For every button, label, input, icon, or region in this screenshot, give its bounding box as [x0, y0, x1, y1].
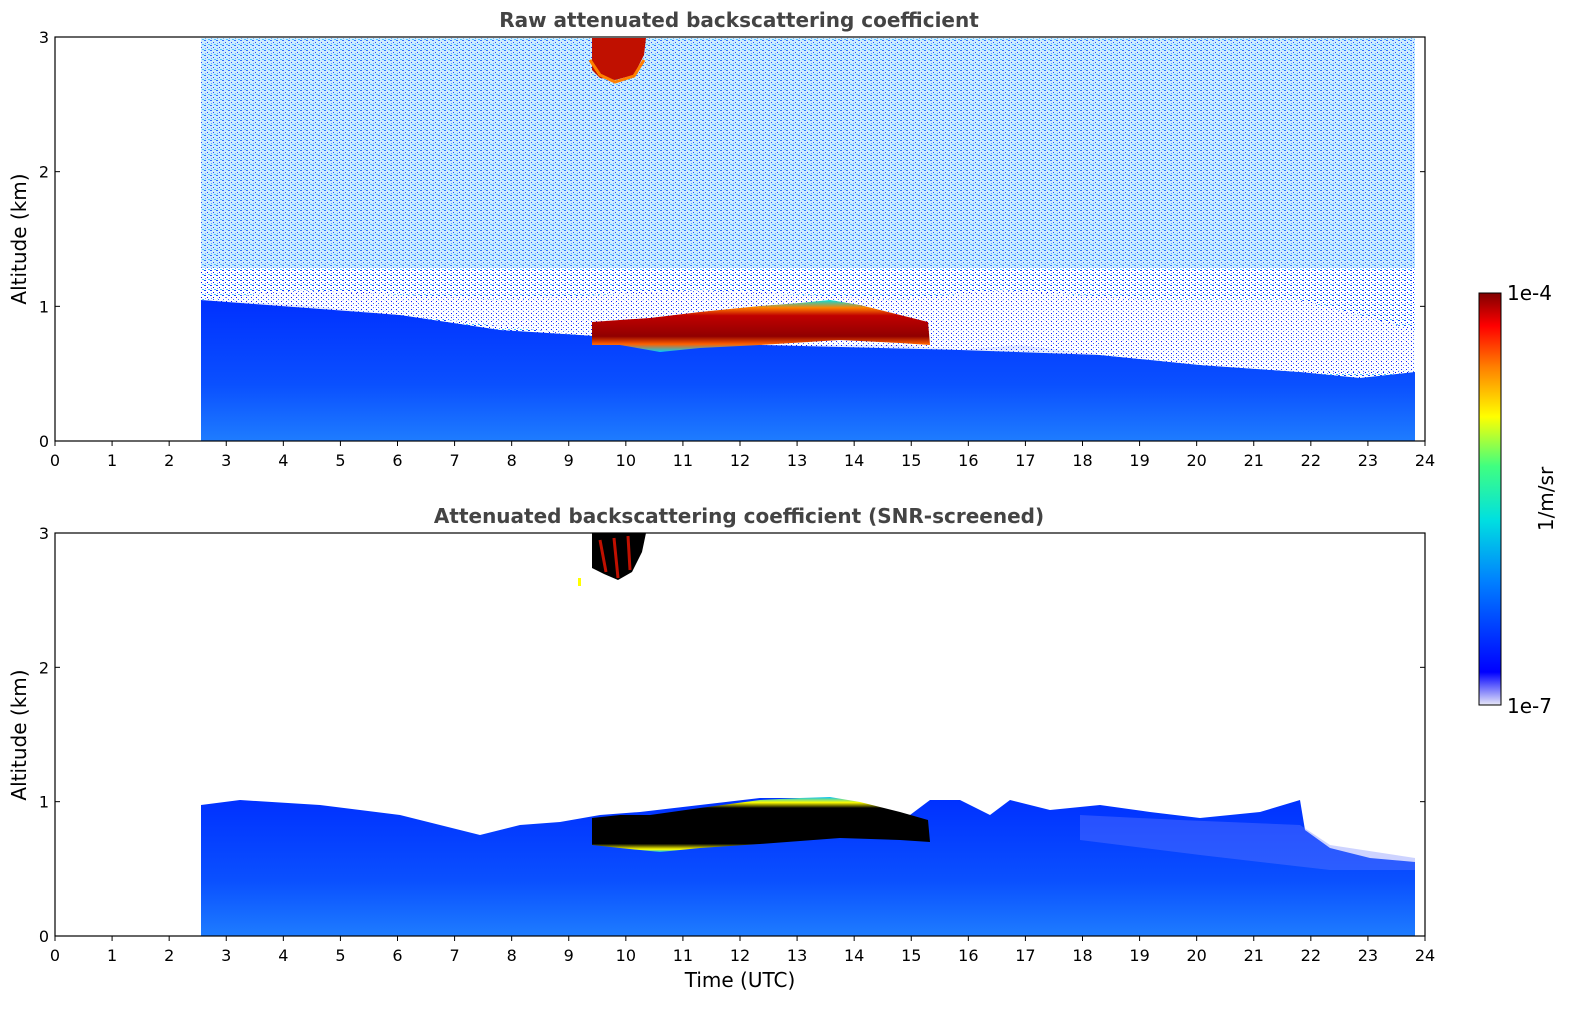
x-tick-label: 18: [1072, 946, 1092, 965]
x-tick-label: 20: [1186, 946, 1206, 965]
raw-boundary-layer: [201, 300, 1415, 441]
screened-cloud-layer: [592, 797, 930, 852]
x-tick-label: 21: [1244, 451, 1264, 470]
x-tick-label: 11: [673, 451, 693, 470]
x-tick-label: 23: [1358, 451, 1378, 470]
x-tick-label: 21: [1244, 946, 1264, 965]
colorbar-gradient: [1478, 292, 1502, 706]
panel-raw-xticks: 0 1 2 3 4 5 6 7 8 9 10 11 12 13 14 15 16 17 18 19 20 21 22 23 24: [50, 441, 1435, 470]
y-tick-label: 0: [39, 927, 49, 946]
x-tick-label: 4: [278, 946, 288, 965]
panel-screened-plot-area: [201, 533, 1415, 936]
x-tick-label: 11: [673, 946, 693, 965]
y-tick-label: 3: [39, 524, 49, 543]
panel-screened-xlabel: Time (UTC): [684, 968, 796, 992]
x-tick-label: 18: [1072, 451, 1092, 470]
x-tick-label: 22: [1301, 451, 1321, 470]
panel-screened-title: Attenuated backscattering coefficient (S…: [434, 504, 1044, 528]
x-tick-label: 20: [1186, 451, 1206, 470]
x-tick-label: 14: [844, 451, 864, 470]
x-tick-label: 16: [958, 451, 978, 470]
y-tick-label: 1: [39, 297, 49, 316]
x-tick-label: 13: [787, 946, 807, 965]
x-tick-label: 5: [335, 946, 345, 965]
x-tick-label: 8: [507, 451, 517, 470]
x-tick-label: 22: [1301, 946, 1321, 965]
x-tick-label: 9: [564, 451, 574, 470]
y-tick-label: 3: [39, 28, 49, 47]
colorbar-min-label: 1e-7: [1507, 694, 1552, 718]
x-tick-label: 17: [1015, 946, 1035, 965]
panel-raw-title: Raw attenuated backscattering coefficien…: [499, 8, 979, 32]
y-tick-label: 2: [39, 658, 49, 677]
panel-raw: Raw attenuated backscattering coefficien…: [7, 8, 1435, 470]
raw-high-cloud-edge: [588, 59, 646, 84]
x-tick-label: 24: [1415, 946, 1435, 965]
x-tick-label: 12: [730, 946, 750, 965]
x-tick-label: 13: [787, 451, 807, 470]
colorbar-unit-label: 1/m/sr: [1534, 466, 1558, 531]
panel-screened-ylabel: Altitude (km): [7, 669, 31, 800]
screened-high-cloud-edge: [598, 535, 632, 579]
x-tick-label: 1: [107, 451, 117, 470]
x-tick-label: 19: [1129, 451, 1149, 470]
screened-boundary-layer: [201, 798, 1415, 936]
raw-high-cloud: [592, 38, 646, 80]
x-tick-label: 7: [449, 451, 459, 470]
x-tick-label: 14: [844, 946, 864, 965]
x-tick-label: 17: [1015, 451, 1035, 470]
x-tick-label: 4: [278, 451, 288, 470]
panel-screened: Attenuated backscattering coefficient (S…: [7, 504, 1435, 992]
x-tick-label: 6: [392, 946, 402, 965]
x-tick-label: 24: [1415, 451, 1435, 470]
y-tick-label: 2: [39, 163, 49, 182]
x-tick-label: 7: [449, 946, 459, 965]
raw-cloud-layer: [592, 300, 930, 352]
x-tick-label: 1: [107, 946, 117, 965]
panel-screened-xticks: 0 1 2 3 4 5 6 7 8 9 10 11 12 13 14 15 16 17 18 19 20 21 22 23 24: [50, 936, 1435, 965]
x-tick-label: 10: [616, 451, 636, 470]
x-tick-label: 19: [1129, 946, 1149, 965]
x-tick-label: 16: [958, 946, 978, 965]
colorbar-max-label: 1e-4: [1507, 281, 1552, 305]
x-tick-label: 6: [392, 451, 402, 470]
screened-fringe: [1080, 815, 1415, 870]
x-tick-label: 23: [1358, 946, 1378, 965]
panel-raw-ylabel: Altitude (km): [7, 173, 31, 304]
y-tick-label: 0: [39, 432, 49, 451]
x-tick-label: 3: [221, 946, 231, 965]
panel-raw-plot-area: [201, 38, 1415, 441]
x-tick-label: 3: [221, 451, 231, 470]
x-tick-label: 15: [901, 451, 921, 470]
y-tick-label: 1: [39, 793, 49, 812]
x-tick-label: 2: [164, 451, 174, 470]
x-tick-label: 5: [335, 451, 345, 470]
screened-speck: [578, 578, 581, 586]
x-tick-label: 12: [730, 451, 750, 470]
x-tick-label: 8: [507, 946, 517, 965]
x-tick-label: 9: [564, 946, 574, 965]
x-tick-label: 2: [164, 946, 174, 965]
x-tick-label: 0: [50, 946, 60, 965]
panel-raw-yticks: 0 1 2 3: [39, 28, 1425, 451]
raw-noise-tint: [201, 38, 1415, 268]
x-tick-label: 15: [901, 946, 921, 965]
colorbar: 1e-4 1e-7 1/m/sr: [1478, 281, 1558, 718]
x-tick-label: 10: [616, 946, 636, 965]
panel-screened-yticks: 0 1 2 3: [39, 524, 1425, 946]
x-tick-label: 0: [50, 451, 60, 470]
